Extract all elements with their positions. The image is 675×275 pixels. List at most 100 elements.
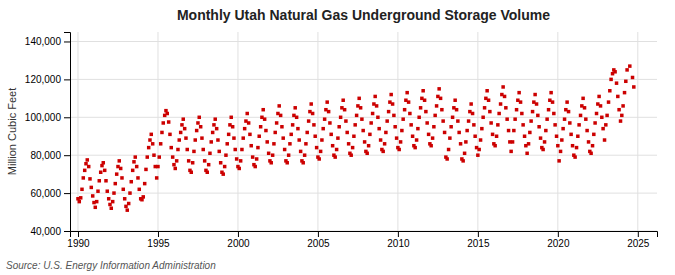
title: Monthly Utah Natural Gas Underground Sto… (177, 7, 550, 23)
point (547, 108, 551, 112)
point (439, 97, 443, 101)
point (469, 102, 473, 106)
point (305, 131, 309, 135)
point (544, 129, 548, 133)
point (599, 104, 603, 108)
point (545, 117, 549, 121)
point (215, 127, 219, 130)
point (489, 121, 493, 125)
point (520, 112, 524, 116)
point (449, 125, 453, 129)
point (82, 176, 86, 180)
point (593, 121, 597, 125)
point (171, 155, 175, 159)
point (349, 153, 353, 157)
x-tick-mark (478, 231, 479, 237)
point (273, 131, 277, 135)
point (119, 167, 123, 171)
point (257, 134, 261, 138)
point (111, 200, 115, 204)
point (103, 169, 107, 173)
point (86, 158, 90, 162)
y-tick: 100,000 (25, 112, 70, 123)
point (507, 129, 511, 133)
point (185, 148, 189, 152)
x-tick: 2025 (627, 231, 650, 249)
point (600, 116, 604, 120)
point (512, 129, 516, 133)
point (347, 142, 351, 146)
point (511, 140, 515, 144)
point (177, 138, 181, 142)
point (79, 196, 83, 200)
point (384, 131, 388, 135)
point (615, 81, 619, 85)
x-tick-label: 1995 (147, 238, 170, 249)
point (134, 155, 138, 159)
point (576, 134, 580, 138)
point (568, 121, 572, 125)
point (295, 116, 299, 120)
point (317, 157, 321, 161)
point (126, 208, 130, 212)
point (289, 133, 293, 137)
y-tick-label: 120,000 (25, 74, 62, 85)
point (122, 188, 126, 192)
point (337, 125, 341, 129)
point (150, 133, 154, 137)
point (299, 150, 303, 154)
point (443, 131, 447, 135)
point (272, 142, 276, 146)
x-axis: 19901995200020052010201520202025 (67, 231, 657, 249)
y-tick-label: 40,000 (30, 226, 61, 237)
x-tick-label: 2015 (467, 238, 490, 249)
point (543, 140, 547, 144)
point (481, 116, 485, 120)
point (78, 200, 82, 204)
point (335, 148, 339, 152)
point (263, 117, 267, 121)
point (131, 169, 135, 173)
x-tick-label: 2020 (547, 238, 570, 249)
point (155, 176, 159, 180)
point (309, 102, 313, 106)
point (424, 110, 428, 114)
point (433, 114, 437, 118)
x-tick: 2000 (227, 231, 250, 249)
point (237, 167, 241, 171)
point (521, 123, 525, 127)
point (603, 138, 607, 142)
point (248, 133, 252, 137)
point (343, 108, 347, 112)
point (107, 197, 111, 201)
point (392, 114, 396, 118)
x-tick-mark (158, 231, 159, 237)
point (304, 142, 308, 146)
point (127, 202, 131, 206)
grid-line-x (237, 32, 238, 231)
point (94, 206, 98, 210)
point (357, 97, 361, 101)
point (146, 155, 150, 159)
point (551, 100, 555, 104)
point (601, 127, 605, 130)
point (106, 189, 110, 193)
point (447, 148, 451, 152)
y-tick: 140,000 (25, 36, 70, 47)
point (563, 117, 567, 121)
point (281, 136, 285, 140)
point (385, 119, 389, 123)
point (303, 153, 307, 157)
point (463, 152, 467, 156)
point (114, 182, 118, 186)
point (504, 106, 508, 110)
point (528, 131, 532, 135)
point (253, 165, 257, 169)
point (336, 136, 340, 140)
point (344, 119, 348, 123)
point (277, 104, 281, 108)
point (183, 127, 187, 130)
point (247, 121, 251, 125)
point (497, 112, 501, 116)
point (613, 70, 617, 74)
